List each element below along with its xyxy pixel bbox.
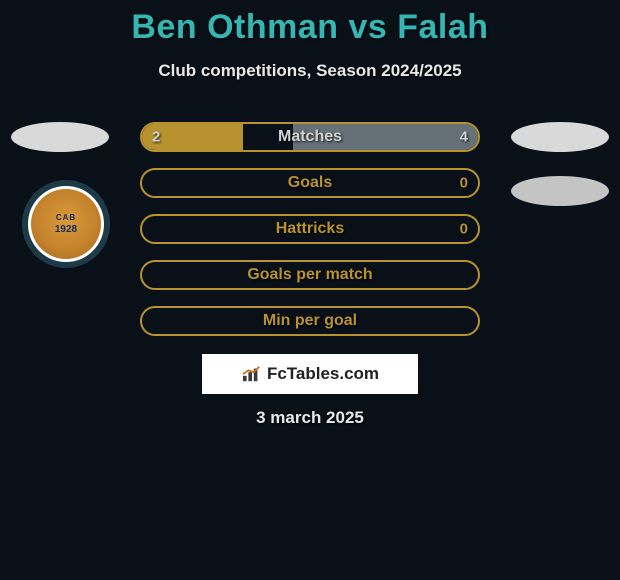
stat-row-right-value: 0 — [460, 175, 468, 192]
chart-icon — [241, 365, 263, 383]
stat-row: Min per goal — [140, 306, 480, 336]
stat-row-right-value: 4 — [460, 129, 468, 146]
stat-row: Goals per match — [140, 260, 480, 290]
stat-row-left-value: 2 — [152, 129, 160, 146]
stat-row: Goals 0 — [140, 168, 480, 198]
stat-row-label: Goals per match — [247, 266, 372, 284]
club-logo-inner: CAB 1928 — [31, 189, 101, 259]
stat-row-right-value: 0 — [460, 221, 468, 238]
page-subtitle: Club competitions, Season 2024/2025 — [0, 61, 620, 81]
club-logo: CAB 1928 — [22, 180, 110, 268]
page-title: Ben Othman vs Falah — [0, 0, 620, 47]
stat-row: Hattricks 0 — [140, 214, 480, 244]
club-logo-line1: CAB — [56, 213, 76, 222]
stat-rows: Matches 2 4 Goals 0 Hattricks 0 Goals per match… — [140, 122, 480, 352]
player-badge-left — [11, 122, 109, 152]
club-logo-line2: 1928 — [55, 224, 77, 235]
player-badge-right-1 — [511, 122, 609, 152]
stat-row-label: Hattricks — [276, 220, 344, 238]
player-badge-right-2 — [511, 176, 609, 206]
watermark-text: FcTables.com — [267, 364, 379, 384]
stat-row: Matches 2 4 — [140, 122, 480, 152]
stat-row-label: Goals — [288, 174, 332, 192]
watermark: FcTables.com — [202, 354, 418, 394]
footer-date: 3 march 2025 — [0, 408, 620, 428]
stat-row-label: Min per goal — [263, 312, 357, 330]
stat-row-label: Matches — [278, 128, 342, 146]
